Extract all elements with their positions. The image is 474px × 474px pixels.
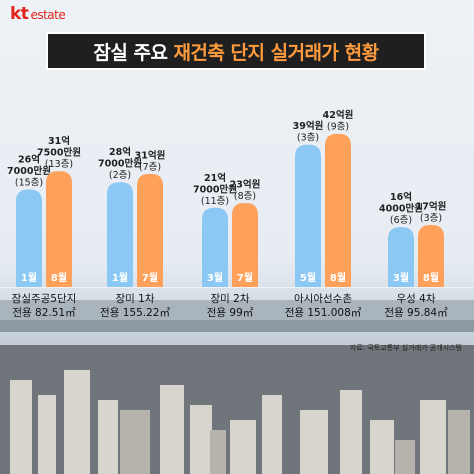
- bar-value-label: 17억원: [416, 200, 447, 212]
- bar-value-label: 7000만원: [98, 158, 142, 170]
- bar-value-label: 21억: [204, 172, 226, 184]
- bar-value-label: 7500만원: [37, 147, 81, 159]
- bar-month-label: 8월: [330, 272, 346, 284]
- group-name-label: 장미 1차: [116, 293, 155, 305]
- brand-name: estate: [30, 8, 66, 22]
- group-area-label: 전용 82.51㎡: [12, 307, 76, 319]
- group-area-label: 전용 99㎡: [207, 307, 254, 319]
- group-name-label: 잠실주공5단지: [12, 293, 77, 305]
- bar-value-label: 31억원: [135, 149, 166, 161]
- bar: [232, 203, 258, 287]
- bar-value-label: (3층): [420, 213, 442, 224]
- bar-value-label: 7000만원: [193, 183, 237, 195]
- bar: [107, 182, 133, 287]
- bar: [46, 171, 72, 287]
- bar-value-label: (2층): [109, 170, 131, 181]
- bar-month-label: 8월: [423, 272, 439, 284]
- bar-value-label: (7층): [139, 162, 161, 173]
- group-name-label: 우성 4차: [397, 293, 436, 305]
- group-area-label: 전용 95.84㎡: [384, 307, 448, 319]
- bar-value-label: 31억: [48, 135, 70, 147]
- bar: [202, 207, 228, 287]
- group-name-label: 아시아선수촌: [294, 293, 352, 305]
- bar-value-label: (6층): [390, 215, 412, 226]
- bar-value-label: 42억원: [323, 109, 354, 121]
- bar-value-label: 28억: [109, 146, 131, 158]
- bar-month-label: 3월: [393, 272, 409, 284]
- bar-value-label: 26억: [18, 154, 40, 166]
- bar-month-label: 7월: [142, 272, 158, 284]
- bar-month-label: 3월: [207, 272, 223, 284]
- chart-baseline: [0, 287, 474, 288]
- title-part1: 잠실 주요: [93, 41, 168, 64]
- bar-value-label: 23억원: [230, 179, 261, 191]
- bar: [295, 144, 321, 287]
- bar: [137, 173, 163, 287]
- bar-value-label: (15층): [15, 178, 43, 189]
- bar-value-label: (9층): [327, 122, 349, 133]
- bar-value-label: (8층): [234, 191, 256, 202]
- group-area-label: 전용 155.22㎡: [100, 307, 170, 319]
- brand-logo-mark: kt: [10, 4, 29, 24]
- bar-month-label: 1월: [112, 272, 128, 284]
- bar-value-label: 4000만원: [379, 203, 423, 215]
- city-photo-backdrop: [0, 300, 474, 474]
- bar-value-label: (13층): [45, 159, 73, 170]
- bar-month-label: 8월: [51, 272, 67, 284]
- bar: [16, 189, 42, 287]
- bar-value-label: (11층): [201, 196, 229, 207]
- bar-month-label: 1월: [21, 272, 37, 284]
- bar-value-label: (3층): [297, 133, 319, 144]
- brand-logo: kt estate: [10, 4, 66, 24]
- title-part2: 재건축 단지 실거래가 현황: [173, 41, 379, 64]
- bar: [325, 133, 351, 287]
- bar-value-label: 39억원: [293, 120, 324, 132]
- bar-value-label: 16억: [390, 191, 412, 203]
- bar-value-label: 7000만원: [7, 165, 51, 177]
- source-note: 자료: 국토교통부 실거래가 공개시스템: [349, 344, 462, 352]
- group-name-label: 장미 2차: [211, 293, 250, 305]
- bar-month-label: 5월: [300, 272, 316, 284]
- group-area-label: 전용 151.008㎡: [285, 307, 362, 319]
- bar: [388, 227, 414, 287]
- bar-month-label: 7월: [237, 272, 253, 284]
- title-banner: 잠실 주요 재건축 단지 실거래가 현황: [46, 32, 426, 70]
- bar: [418, 224, 444, 287]
